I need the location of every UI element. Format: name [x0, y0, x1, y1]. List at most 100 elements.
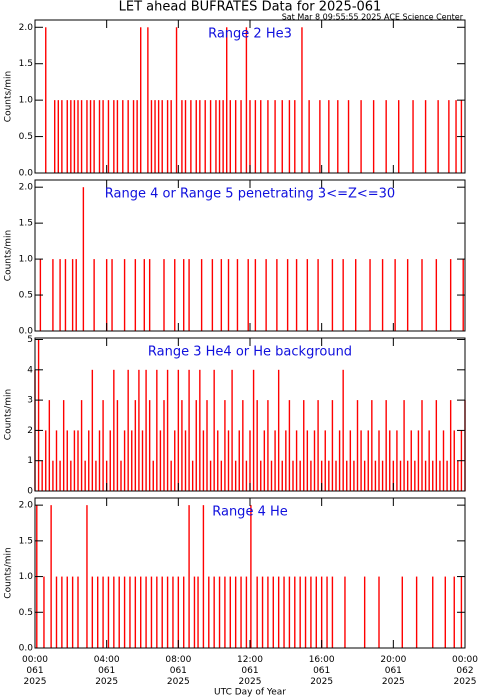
count-spike [156, 576, 158, 648]
count-spike [260, 100, 262, 173]
y-axis-label: Counts/min [4, 71, 14, 122]
count-spike [272, 576, 274, 648]
count-spike [277, 369, 280, 491]
count-spike [102, 400, 104, 491]
count-spike [276, 259, 278, 331]
count-spike [238, 430, 240, 491]
count-spike [52, 460, 54, 491]
x-axis-label: UTC Day of Year [214, 688, 286, 698]
y-tick-label: 1.5 [19, 219, 33, 229]
count-spike [226, 27, 228, 173]
count-spike [123, 259, 126, 331]
count-spike [93, 100, 95, 173]
count-spike [209, 100, 212, 173]
count-spike [286, 259, 289, 331]
count-spike [62, 400, 65, 491]
count-spike [385, 400, 387, 491]
count-spike [360, 100, 362, 173]
count-spike [159, 430, 162, 491]
count-spike [245, 460, 248, 491]
count-spike [107, 100, 110, 173]
count-spike [41, 460, 43, 491]
count-spike [184, 430, 187, 491]
count-spike [306, 259, 309, 331]
count-spike [288, 100, 291, 173]
count-spike [234, 576, 237, 648]
count-spike [52, 259, 54, 331]
count-spike [206, 400, 208, 491]
count-spike [320, 576, 323, 648]
count-spike [301, 27, 303, 173]
count-spike [355, 259, 357, 331]
count-spike [95, 460, 97, 491]
x-tick-label: 00:00 061 2025 [22, 655, 48, 687]
count-spike [48, 400, 51, 491]
count-spike [338, 430, 341, 491]
count-spike [105, 460, 108, 491]
y-tick-label: 2 [27, 426, 33, 436]
count-spike [444, 576, 446, 648]
count-spike [161, 100, 163, 173]
y-tick-label: 2.0 [19, 23, 34, 33]
count-spike [109, 430, 111, 491]
count-spike [414, 460, 416, 491]
count-spike [77, 100, 79, 173]
x-tick-label: 00:00 062 2025 [452, 655, 478, 687]
count-spike [396, 430, 398, 491]
count-spike [378, 576, 380, 648]
count-spike [369, 259, 371, 331]
count-spike [77, 430, 79, 491]
count-spike [267, 100, 269, 173]
count-spike [71, 576, 74, 648]
count-spike [374, 460, 377, 491]
count-spike [229, 100, 231, 173]
count-spike [166, 100, 169, 173]
count-spike [406, 460, 409, 491]
y-tick-label: 5 [27, 335, 33, 345]
panel-annotation: Range 2 He3 [208, 27, 292, 42]
count-spike [163, 259, 165, 331]
count-spike [57, 100, 59, 173]
count-spike [120, 460, 122, 491]
count-spike [306, 430, 309, 491]
count-spike [261, 576, 264, 648]
count-spike [143, 259, 145, 331]
count-spike [188, 259, 190, 331]
x-tick-label: 20:00 061 2025 [380, 655, 406, 687]
y-tick-label: 0.5 [19, 132, 33, 142]
count-spike [204, 100, 206, 173]
count-spike [319, 100, 321, 173]
count-spike [50, 505, 52, 648]
count-spike [267, 400, 269, 491]
count-spike [220, 259, 223, 331]
count-spike [292, 460, 294, 491]
count-spike [317, 259, 319, 331]
count-spike [412, 100, 414, 173]
count-spike [304, 576, 307, 648]
count-spike [174, 259, 176, 331]
count-spike [116, 400, 119, 491]
count-spike [71, 259, 74, 331]
count-spike [131, 430, 133, 491]
count-spike [274, 100, 276, 173]
count-spike [455, 100, 457, 173]
count-spike [166, 576, 169, 648]
panel-annotation: Range 4 He [212, 505, 288, 520]
count-spike [249, 100, 251, 173]
count-spike [147, 27, 149, 173]
count-spike [199, 369, 201, 491]
count-spike [432, 460, 434, 491]
count-spike [288, 576, 291, 648]
count-spike [417, 430, 420, 491]
count-spike [432, 576, 434, 648]
count-spike [102, 100, 104, 173]
count-spike [317, 400, 319, 491]
count-spike [313, 430, 316, 491]
count-spike [315, 576, 317, 648]
count-spike [129, 576, 131, 648]
count-spike [453, 430, 455, 491]
count-spike [145, 576, 147, 648]
count-spike [127, 369, 129, 491]
count-spike [80, 400, 83, 491]
count-spike [208, 576, 210, 648]
